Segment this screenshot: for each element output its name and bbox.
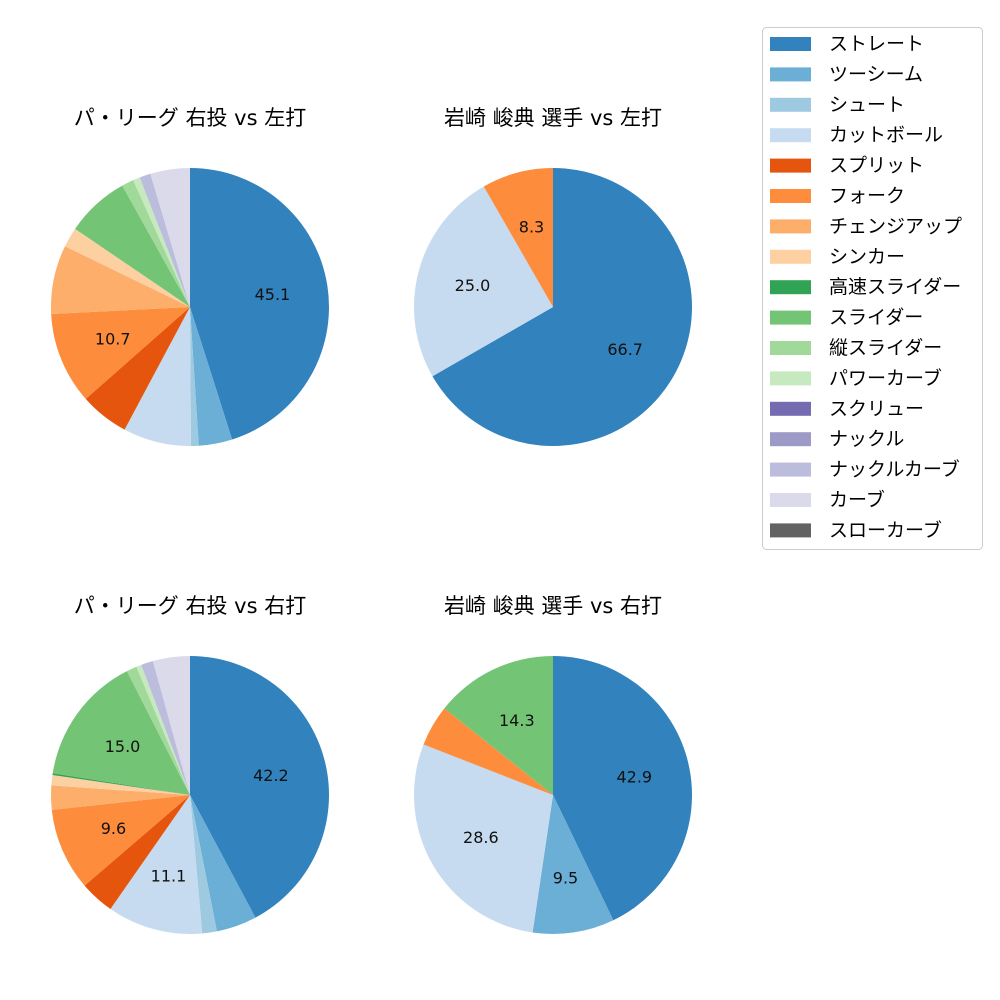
slice-label: 9.5 xyxy=(553,868,578,887)
pie-slice xyxy=(84,795,190,909)
legend-swatch xyxy=(770,189,811,203)
pie-slice xyxy=(52,773,191,795)
pie-slice xyxy=(110,795,203,934)
pie-1: パ・リーグ 右投 vs 左打 45.1 10.7 xyxy=(51,106,329,446)
pie-slice xyxy=(136,664,190,795)
pie-slice xyxy=(51,307,190,399)
slice-label: 11.1 xyxy=(151,867,187,886)
legend-swatch xyxy=(770,128,811,143)
legend-swatch xyxy=(770,310,811,325)
pie-4: 岩崎 峻典 選手 vs 右打 42.9 9.5 28.6 14.3 xyxy=(414,594,693,934)
slice-label: 66.7 xyxy=(607,340,643,359)
legend-swatch xyxy=(770,432,811,447)
pie-slice xyxy=(432,168,692,446)
legend-entry: ナックル xyxy=(829,428,904,450)
pie-2: 岩崎 峻典 選手 vs 左打 66.7 25.0 8.3 xyxy=(414,106,692,446)
pie-slice xyxy=(152,656,190,795)
legend-entry: スローカーブ xyxy=(829,518,942,541)
legend-swatch xyxy=(770,158,811,173)
legend-entry: スクリュー xyxy=(829,398,924,420)
pie-slice xyxy=(124,307,191,446)
legend-swatch xyxy=(770,493,811,507)
legend-swatch xyxy=(770,67,811,82)
legend-swatch xyxy=(770,401,811,416)
slice-label: 42.9 xyxy=(616,767,652,786)
pie-title: パ・リーグ 右投 vs 左打 xyxy=(74,106,306,130)
pie-slice xyxy=(190,307,199,446)
slice-label: 14.3 xyxy=(499,711,535,730)
slice-label: 15.0 xyxy=(105,737,141,756)
pie-3: パ・リーグ 右投 vs 右打 42.2 11.1 9.6 15.0 xyxy=(51,594,329,934)
legend-entry: チェンジアップ xyxy=(829,215,962,237)
pie-slice xyxy=(423,708,553,795)
pie-slice xyxy=(51,795,190,886)
pie-slice xyxy=(190,795,256,932)
legend: ストレートツーシームシュートカットボールスプリットフォークチェンジアップシンカー… xyxy=(762,27,983,550)
pie-slice xyxy=(85,307,190,430)
slice-label: 45.1 xyxy=(255,285,291,304)
legend-entry: ストレート xyxy=(829,33,924,55)
legend-swatch xyxy=(770,523,811,538)
pie-slice xyxy=(75,185,190,307)
pie-slice xyxy=(51,785,191,810)
pie-slice xyxy=(122,180,190,307)
legend-entry: スプリット xyxy=(829,155,924,177)
legend-entry: シュート xyxy=(829,94,905,116)
legend-entry: パワーカーブ xyxy=(829,366,942,389)
legend-swatch xyxy=(770,37,811,51)
pie-slice xyxy=(52,671,190,795)
pie-slice xyxy=(414,744,553,933)
legend-swatch xyxy=(770,219,811,234)
legend-entry: フォーク xyxy=(829,185,905,207)
pie-slice xyxy=(141,661,190,795)
pie-slice xyxy=(483,168,553,307)
slice-label: 9.6 xyxy=(101,819,126,838)
pie-slice xyxy=(51,246,191,314)
pie-slice xyxy=(64,228,190,307)
legend-swatch xyxy=(770,341,811,355)
legend-entry: カットボール xyxy=(829,124,943,146)
pie-slice xyxy=(190,656,329,918)
pie-title: パ・リーグ 右投 vs 右打 xyxy=(74,594,306,618)
legend-swatch xyxy=(770,462,811,477)
legend-entry: スライダー xyxy=(829,307,923,329)
pie-slice xyxy=(139,173,190,307)
legend-entry: シンカー xyxy=(829,246,905,268)
pie-title: 岩崎 峻典 選手 vs 左打 xyxy=(444,106,662,130)
pie-slice xyxy=(190,795,217,934)
pie-slice xyxy=(133,177,190,307)
pie-slice xyxy=(190,168,329,440)
legend-swatch xyxy=(770,371,811,386)
slice-label: 25.0 xyxy=(455,276,491,295)
legend-entry: 高速スライダー xyxy=(829,276,961,298)
legend-entry: 縦スライダー xyxy=(829,337,942,359)
slice-label: 42.2 xyxy=(253,766,289,785)
pie-slice xyxy=(51,774,190,795)
legend-entry: ナックルカーブ xyxy=(829,458,960,481)
legend-swatch xyxy=(770,97,811,112)
pie-slice xyxy=(444,656,553,795)
pie-slice xyxy=(126,666,190,795)
legend-entry: カーブ xyxy=(829,488,885,511)
slice-label: 8.3 xyxy=(519,217,544,236)
slice-label: 10.7 xyxy=(95,329,131,348)
slice-label: 28.6 xyxy=(463,828,499,847)
legend-swatch xyxy=(770,280,811,295)
pie-slice xyxy=(190,307,233,446)
pie-slice xyxy=(532,795,614,934)
pie-slice xyxy=(414,186,553,377)
legend-swatch xyxy=(770,249,811,264)
pie-slice xyxy=(150,168,190,307)
legend-frame xyxy=(762,27,983,550)
pie-slice xyxy=(553,656,693,921)
legend-entry: ツーシーム xyxy=(829,63,923,85)
pie-title: 岩崎 峻典 選手 vs 右打 xyxy=(444,594,662,618)
